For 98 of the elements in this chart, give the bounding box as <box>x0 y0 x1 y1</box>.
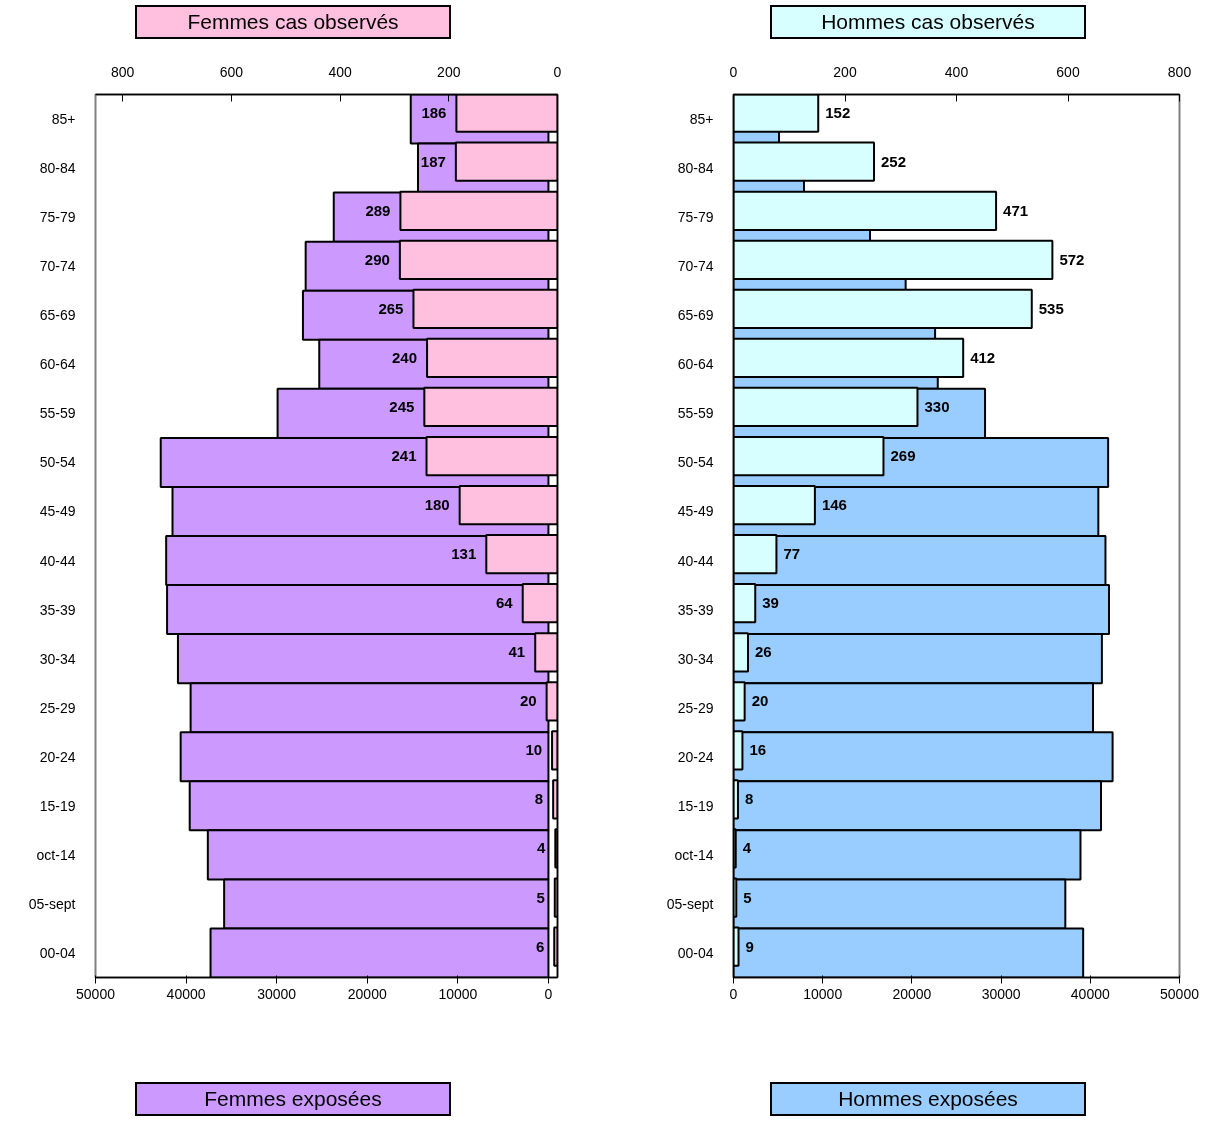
data-label: 8 <box>534 790 544 808</box>
data-label: 187 <box>420 152 446 170</box>
y-tick-label: 30-34 <box>677 650 714 667</box>
x2-tick-label: 0 <box>553 63 562 80</box>
data-label: 265 <box>378 299 404 317</box>
data-label: 5 <box>743 888 752 906</box>
y-tick-label: 50-54 <box>39 454 76 471</box>
x2-tick-label: 600 <box>219 63 244 80</box>
y-tick-label: 60-64 <box>677 356 714 373</box>
data-label: 186 <box>421 103 447 121</box>
y-tick-label: 35-39 <box>39 601 76 618</box>
data-label: 330 <box>924 397 950 415</box>
data-label: 269 <box>890 447 916 465</box>
y-tick-label: oct-14 <box>36 846 76 863</box>
y-tick-label: 75-79 <box>677 209 714 226</box>
y-tick-label: 35-39 <box>677 601 714 618</box>
data-label: 131 <box>451 545 477 563</box>
data-label: 16 <box>749 741 767 759</box>
x2-axis-title: Femmes cas observés <box>187 9 399 35</box>
x-tick-label: 40000 <box>1070 985 1110 1002</box>
y-tick-label: 45-49 <box>677 503 714 520</box>
x-axis-title: Hommes exposées <box>838 1086 1018 1112</box>
y-tick-label: 80-84 <box>677 160 714 177</box>
x2-tick-label: 400 <box>328 63 352 80</box>
x-tick-label: 50000 <box>1160 985 1200 1002</box>
y-tick-label: 70-74 <box>677 258 714 275</box>
y-tick-label: 40-44 <box>39 552 76 569</box>
data-label: 64 <box>496 594 514 612</box>
y-tick-label: 40-44 <box>677 552 714 569</box>
x2-tick-label: 400 <box>944 63 969 80</box>
data-label: 77 <box>783 545 801 563</box>
y-tick-label: 00-04 <box>677 944 714 961</box>
data-label: 20 <box>751 692 769 710</box>
x-tick-label: 40000 <box>166 985 206 1002</box>
data-label: 572 <box>1059 250 1085 268</box>
x-axis-title: Femmes exposées <box>204 1086 382 1112</box>
y-tick-label: oct-14 <box>674 846 714 863</box>
y-tick-label: 15-19 <box>39 797 76 814</box>
y-tick-label: 65-69 <box>39 307 76 324</box>
y-tick-label: 85+ <box>689 111 714 128</box>
y-tick-label: 85+ <box>51 111 76 128</box>
data-label: 252 <box>880 152 907 170</box>
data-label: 152 <box>825 103 851 121</box>
data-label: 471 <box>1003 201 1029 219</box>
data-label: 26 <box>754 643 772 661</box>
y-tick-label: 75-79 <box>39 209 76 226</box>
y-tick-label: 65-69 <box>677 307 714 324</box>
data-label: 41 <box>508 643 526 661</box>
x-tick-label: 30000 <box>981 985 1021 1002</box>
x-tick-label: 50000 <box>76 985 116 1002</box>
y-tick-label: 05-sept <box>28 895 76 912</box>
data-label: 412 <box>970 348 996 366</box>
data-label: 146 <box>821 496 847 514</box>
y-tick-label: 45-49 <box>39 503 76 520</box>
data-label: 241 <box>391 447 417 465</box>
data-label: 10 <box>525 741 543 759</box>
x-tick-label: 30000 <box>257 985 297 1002</box>
y-tick-label: 30-34 <box>39 650 76 667</box>
y-tick-label: 25-29 <box>39 699 76 716</box>
y-tick-label: 55-59 <box>39 405 76 422</box>
x-tick-label: 10000 <box>438 985 478 1002</box>
y-tick-label: 00-04 <box>39 944 76 961</box>
x-tick-label: 20000 <box>347 985 387 1002</box>
data-label: 8 <box>744 790 754 808</box>
data-label: 4 <box>742 839 752 857</box>
x-tick-label: 0 <box>544 985 553 1002</box>
x2-tick-label: 600 <box>1056 63 1080 80</box>
x2-tick-label: 800 <box>1167 63 1192 80</box>
data-label: 9 <box>745 937 754 955</box>
data-label: 535 <box>1038 299 1064 317</box>
data-label: 240 <box>392 348 418 366</box>
x2-tick-label: 0 <box>729 63 738 80</box>
y-tick-label: 55-59 <box>677 405 714 422</box>
y-tick-label: 20-24 <box>39 748 76 765</box>
data-label: 6 <box>535 937 545 955</box>
x2-tick-label: 800 <box>111 63 135 80</box>
y-tick-label: 80-84 <box>39 160 76 177</box>
y-tick-label: 70-74 <box>39 258 76 275</box>
y-tick-label: 05-sept <box>666 895 714 912</box>
x2-axis-title: Hommes cas observés <box>821 9 1035 35</box>
data-label: 20 <box>519 692 537 710</box>
data-label: 290 <box>364 250 390 268</box>
y-tick-label: 60-64 <box>39 356 76 373</box>
data-label: 289 <box>365 201 391 219</box>
x-tick-label: 20000 <box>892 985 932 1002</box>
y-tick-label: 20-24 <box>677 748 714 765</box>
y-tick-label: 25-29 <box>677 699 714 716</box>
x2-tick-label: 200 <box>437 63 461 80</box>
y-tick-label: 50-54 <box>677 454 714 471</box>
x-tick-label: 0 <box>729 985 738 1002</box>
data-label: 39 <box>762 594 779 612</box>
data-label: 5 <box>536 888 545 906</box>
data-label: 245 <box>389 397 415 415</box>
data-label: 180 <box>424 496 450 514</box>
data-label: 4 <box>536 839 546 857</box>
x2-tick-label: 200 <box>833 63 857 80</box>
x-tick-label: 10000 <box>803 985 843 1002</box>
y-tick-label: 15-19 <box>677 797 714 814</box>
